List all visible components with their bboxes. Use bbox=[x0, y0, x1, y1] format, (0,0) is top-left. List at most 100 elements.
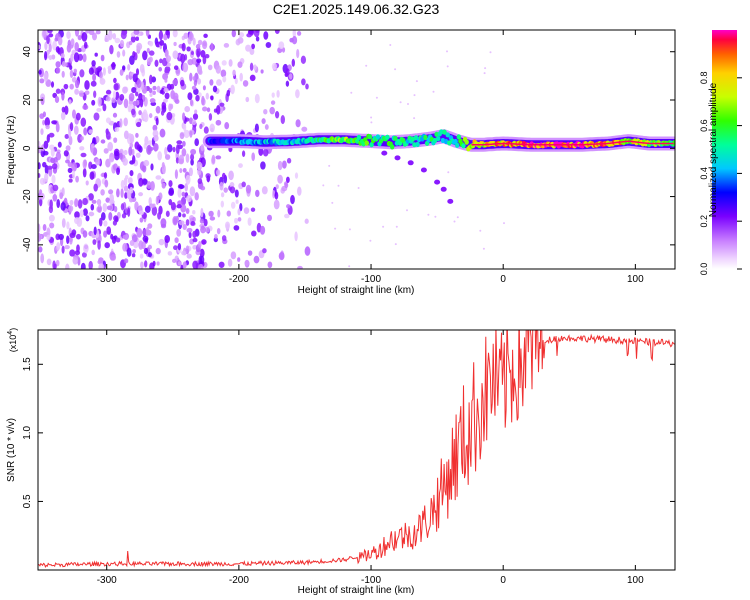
noise-speck bbox=[227, 258, 233, 267]
noise-speck bbox=[181, 191, 186, 197]
y-tick-label: 20 bbox=[22, 94, 33, 106]
snr-panel: -300 -200 -100 0 100 0.5 1.0 1.5 Height of str… bbox=[6, 328, 676, 596]
noise-speck bbox=[142, 165, 147, 173]
noise-speck bbox=[152, 90, 156, 96]
noise-speck bbox=[177, 188, 182, 198]
noise-speck bbox=[196, 58, 202, 64]
noise-speck bbox=[79, 92, 85, 97]
noise-speck bbox=[194, 138, 199, 147]
noise-speck bbox=[223, 187, 228, 193]
noise-speck bbox=[48, 55, 53, 61]
noise-speck bbox=[52, 184, 59, 192]
noise-speck bbox=[265, 41, 272, 49]
noise-speck bbox=[132, 248, 137, 254]
noise-speck bbox=[220, 69, 227, 78]
noise-speck bbox=[203, 33, 208, 39]
noise-speck bbox=[253, 64, 257, 71]
noise-speck bbox=[219, 102, 225, 107]
noise-speck bbox=[277, 174, 283, 184]
noise-speck bbox=[127, 64, 131, 71]
noise-speck bbox=[160, 110, 165, 116]
noise-speck bbox=[106, 205, 113, 211]
noise-speck bbox=[55, 122, 60, 133]
noise-speck bbox=[147, 251, 153, 258]
noise-speck bbox=[182, 224, 187, 230]
noise-speck bbox=[48, 43, 52, 53]
sparse-speck bbox=[483, 72, 486, 75]
spectrogram-xlabel: Height of straight line (km) bbox=[298, 285, 415, 296]
noise-speck bbox=[189, 130, 193, 138]
noise-speck bbox=[280, 115, 285, 125]
noise-speck bbox=[82, 208, 88, 217]
noise-speck bbox=[77, 133, 83, 143]
noise-speck bbox=[76, 217, 83, 228]
noise-speck bbox=[116, 167, 120, 176]
noise-speck bbox=[122, 86, 128, 94]
ridge-point bbox=[390, 144, 395, 150]
noise-speck bbox=[108, 189, 114, 195]
noise-speck bbox=[186, 195, 192, 203]
noise-speck bbox=[164, 234, 171, 244]
ridge-point bbox=[356, 134, 362, 140]
noise-speck bbox=[304, 218, 309, 224]
noise-speck bbox=[231, 30, 237, 38]
noise-speck bbox=[199, 218, 205, 224]
noise-speck bbox=[262, 248, 267, 254]
spectrogram-frame bbox=[37, 29, 676, 270]
noise-speck bbox=[75, 112, 81, 121]
sparse-speck bbox=[407, 103, 409, 105]
noise-speck bbox=[171, 258, 177, 264]
noise-speck bbox=[120, 203, 125, 211]
noise-speck bbox=[172, 92, 179, 101]
noise-speck bbox=[93, 183, 98, 192]
noise-speck bbox=[151, 205, 158, 216]
sparse-speck bbox=[456, 216, 459, 219]
noise-speck bbox=[92, 239, 97, 245]
noise-speck bbox=[113, 215, 119, 222]
noise-speck bbox=[123, 258, 129, 264]
noise-speck bbox=[155, 117, 159, 126]
noise-speck bbox=[142, 50, 148, 61]
noise-speck bbox=[164, 146, 168, 156]
noise-speck bbox=[93, 90, 97, 98]
sparse-speck bbox=[365, 64, 368, 67]
noise-speck bbox=[129, 169, 134, 177]
noise-speck bbox=[218, 261, 225, 268]
noise-speck bbox=[81, 31, 88, 42]
noise-speck bbox=[138, 210, 144, 216]
noise-speck bbox=[123, 98, 129, 109]
noise-speck bbox=[149, 262, 155, 269]
noise-speck bbox=[38, 69, 42, 75]
noise-speck bbox=[85, 215, 90, 222]
sparse-speck bbox=[406, 209, 408, 212]
noise-speck bbox=[127, 133, 132, 139]
noise-speck bbox=[175, 144, 180, 155]
sparse-speck bbox=[331, 201, 334, 204]
noise-speck bbox=[69, 232, 76, 239]
noise-speck bbox=[105, 89, 112, 95]
noise-speck bbox=[145, 30, 150, 37]
noise-speck bbox=[143, 159, 150, 167]
noise-speck bbox=[226, 89, 231, 97]
noise-speck bbox=[170, 202, 176, 211]
noise-speck bbox=[136, 227, 143, 238]
noise-speck bbox=[81, 252, 87, 258]
noise-speck bbox=[84, 80, 90, 90]
noise-speck bbox=[149, 98, 156, 104]
noise-speck bbox=[216, 104, 221, 115]
noise-speck bbox=[52, 40, 58, 51]
noise-speck bbox=[185, 174, 191, 185]
noise-speck bbox=[220, 200, 224, 208]
noise-speck bbox=[119, 39, 125, 48]
noise-speck bbox=[285, 80, 290, 87]
spectrogram-y-ticks: -40 -20 0 20 40 bbox=[22, 46, 675, 252]
y-tick-label: -20 bbox=[22, 189, 33, 204]
noise-speck bbox=[51, 120, 58, 125]
noise-speck bbox=[230, 201, 236, 209]
noise-speck bbox=[90, 143, 95, 149]
noise-speck bbox=[83, 127, 88, 136]
noise-speck bbox=[156, 85, 161, 93]
noise-speck bbox=[91, 249, 95, 256]
noise-speck bbox=[52, 194, 58, 202]
noise-speck bbox=[163, 98, 168, 103]
